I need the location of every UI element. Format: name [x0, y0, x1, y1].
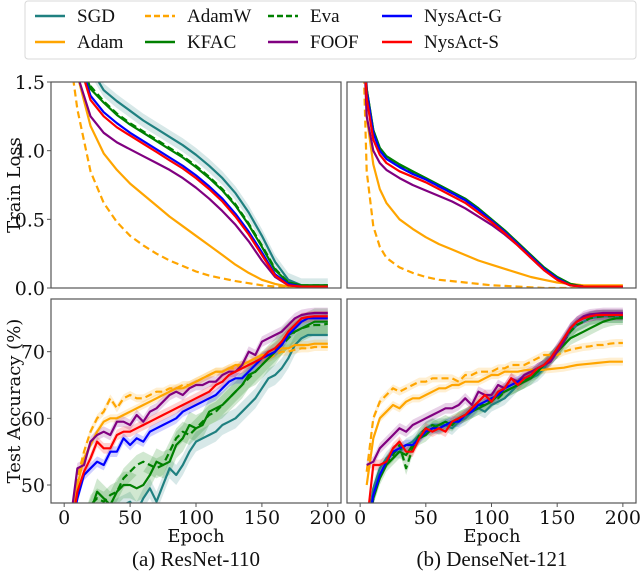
- y-tick-label: 0.5: [15, 209, 45, 231]
- series-line-adam: [365, 360, 623, 486]
- x-tick-label: 200: [605, 507, 640, 529]
- y-tick-label: 70: [21, 342, 45, 364]
- band-sgd: [370, 309, 623, 503]
- legend: SGD Adam AdamW KFAC Eva FOOF NysAct-G NysAct-S: [24, 0, 637, 60]
- y-tick-label: 0.0: [15, 278, 45, 300]
- legend-entry-foof: FOOF: [268, 32, 359, 53]
- series-line-nysact-s: [364, 82, 623, 288]
- legend-entry-sgd: SGD: [35, 6, 115, 27]
- plot-area: [362, 82, 623, 288]
- series-line-adamw: [365, 341, 623, 472]
- series-line-eva: [371, 315, 623, 503]
- y-tick-label: 1.5: [15, 72, 45, 94]
- series-line-sgd: [125, 333, 328, 503]
- x-tick-label: 150: [244, 507, 280, 529]
- legend-frame: [24, 0, 637, 60]
- legend-entry-nysact-s: NysAct-S: [382, 32, 499, 53]
- plot-area: [365, 307, 623, 503]
- legend-entry-adamw: AdamW: [145, 6, 251, 27]
- legend-label: Adam: [77, 32, 124, 53]
- y-tick-label: 1.0: [15, 141, 45, 163]
- legend-label: SGD: [77, 6, 115, 27]
- series-line-eva: [87, 82, 328, 287]
- series-line-adamw: [362, 82, 623, 288]
- axes-frame: [50, 81, 342, 289]
- legend-entry-kfac: KFAC: [145, 32, 236, 53]
- legend-label: Eva: [310, 6, 340, 27]
- y-axis-label-test-accuracy: Test Accuracy (%): [4, 319, 25, 484]
- x-tick-label: 150: [539, 507, 575, 529]
- series-line-nysact-g: [84, 82, 328, 288]
- legend-label: NysAct-G: [424, 6, 502, 27]
- series-line-nysact-s: [368, 313, 623, 503]
- y-tick-label: 50: [21, 475, 45, 497]
- series-line-adamw: [72, 345, 328, 503]
- legend-entry-eva: Eva: [268, 6, 340, 27]
- band-sgd: [108, 325, 328, 503]
- panel-resnet-train-loss: 0.0 0.5 1.0 1.5: [15, 72, 342, 300]
- plot-area: [71, 307, 329, 503]
- band-nysact-g: [75, 313, 328, 503]
- x-axis-label-densenet: Epoch: [463, 526, 521, 547]
- band-nysact-s: [368, 309, 623, 503]
- legend-label: FOOF: [310, 32, 359, 53]
- x-tick-label: 100: [473, 507, 509, 529]
- legend-entry-nysact-g: NysAct-G: [382, 6, 502, 27]
- caption-densenet: (b) DenseNet-121: [416, 547, 567, 571]
- band-eva: [87, 313, 328, 503]
- band-adamw: [366, 339, 623, 476]
- panel-densenet-train-loss: [346, 81, 637, 289]
- series-line-nysact-s: [83, 82, 328, 288]
- caption-resnet: (a) ResNet-110: [132, 547, 260, 571]
- series-line-foof: [71, 311, 328, 503]
- series-line-sgd: [97, 82, 328, 287]
- x-tick-label: 200: [310, 507, 346, 529]
- band-kfac: [371, 311, 623, 503]
- legend-entry-adam: Adam: [35, 32, 124, 53]
- legend-label: KFAC: [187, 32, 236, 53]
- legend-label: NysAct-S: [424, 32, 499, 53]
- band-kfac: [88, 308, 328, 503]
- series-line-nysact-g: [75, 317, 328, 503]
- x-axis-label-resnet: Epoch: [167, 526, 225, 547]
- band-adam: [366, 357, 623, 489]
- y-axis-label-train-loss: Train Loss: [4, 137, 25, 233]
- x-tick-label: 50: [118, 507, 142, 529]
- series-line-adamw: [72, 82, 328, 288]
- plot-area: [72, 82, 328, 288]
- x-tick-label: 0: [58, 507, 70, 529]
- x-tick-label: 100: [178, 507, 214, 529]
- band-nysact-s: [74, 311, 328, 503]
- y-tick-label: 60: [21, 408, 45, 430]
- x-tick-label: 0: [354, 507, 366, 529]
- series-line-eva: [90, 322, 329, 503]
- series-line-nysact-s: [74, 315, 328, 503]
- axes-frame: [346, 81, 637, 289]
- panel-resnet-test-accuracy: 50 60 70 0 50 100 150 200: [21, 298, 346, 529]
- series-line-adam: [78, 82, 328, 288]
- legend-label: AdamW: [187, 6, 251, 27]
- panel-densenet-test-accuracy: 0 50 100 150 200: [346, 298, 640, 529]
- x-tick-label: 50: [414, 507, 438, 529]
